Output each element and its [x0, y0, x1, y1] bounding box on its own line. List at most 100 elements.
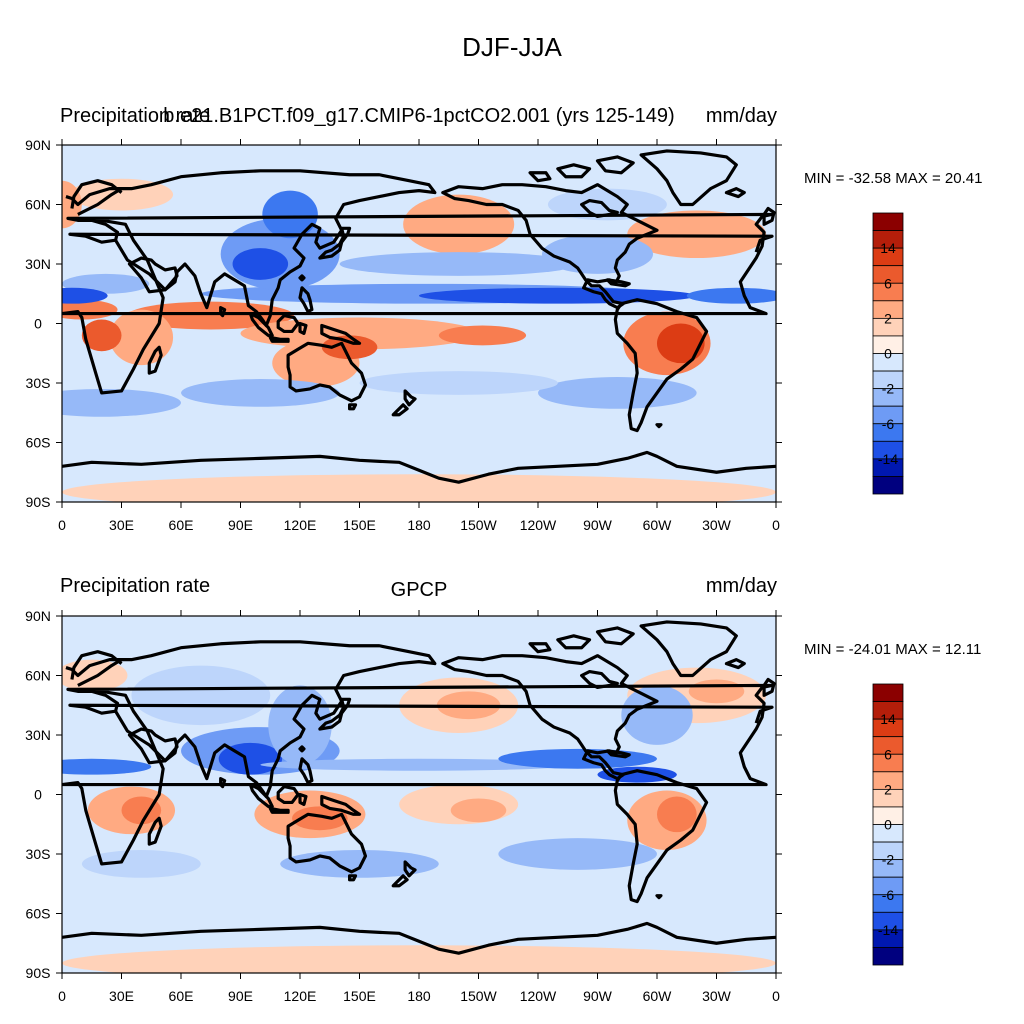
panel-case-label: b.e21.B1PCT.f09_g17.CMIP6-1pctCO2.001 (y… [163, 105, 674, 127]
field-contour-region [232, 248, 289, 280]
field-contour-region [498, 838, 657, 870]
lat-tick-label: 30N [25, 727, 51, 743]
panel-units-label: mm/day [706, 575, 777, 597]
lon-tick-label: 0 [772, 517, 780, 533]
field-contour-region [359, 371, 558, 395]
colorbar-label: 0 [884, 346, 892, 362]
lon-tick-label: 60W [643, 988, 673, 1004]
colorbar-label: -14 [878, 922, 898, 938]
colorbar-label: -6 [882, 416, 895, 432]
field-contour-region [181, 379, 340, 407]
colorbar-label: 14 [880, 711, 896, 727]
lon-tick-label: 180 [407, 517, 431, 533]
field-contour-region [280, 850, 439, 878]
colorbar-swatch [872, 947, 904, 966]
field-contour-region [450, 798, 507, 823]
colorbar-label: -6 [882, 887, 895, 903]
colorbar-label: 0 [884, 817, 892, 833]
lon-tick-label: 0 [58, 517, 66, 533]
field-contour-region [260, 758, 578, 771]
colorbar-label: 6 [884, 746, 892, 762]
lat-tick-label: 60S [26, 906, 51, 922]
lon-tick-label: 90E [228, 988, 253, 1004]
precipitation-contour-field [62, 616, 776, 973]
colorbar-label: 6 [884, 275, 892, 291]
field-contour-region [62, 287, 108, 304]
lon-tick-label: 30W [702, 517, 732, 533]
lat-tick-label: 90N [25, 608, 51, 624]
lon-tick-label: 90E [228, 517, 253, 533]
lat-tick-label: 90N [25, 137, 51, 153]
map-axes: 90N 60N 30N 0 30S 60S 90S 0 30E 60E 90E 120E 150E 180… [25, 608, 782, 1004]
field-contour-region [498, 748, 657, 769]
lon-tick-label: 30W [702, 988, 732, 1004]
lon-tick-label: 120E [284, 988, 317, 1004]
colorbar: 14 6 2 0 -2 -6 -14 [872, 683, 904, 966]
field-contour-region [547, 188, 667, 221]
field-contour-region [438, 325, 527, 346]
colorbar-label: 14 [880, 240, 896, 256]
lat-tick-label: 30S [26, 846, 51, 862]
map-axes: 90N 60N 30N 0 30S 60S 90S 0 30E 60E 90E 120E 150E 180… [25, 137, 782, 533]
panel-header: Precipitation rate GPCP mm/day [60, 575, 777, 601]
colorbar-swatch [872, 476, 904, 495]
colorbar-label: 2 [884, 310, 892, 326]
figure-title: DJF-JJA [462, 32, 562, 62]
min-max-label: MIN = -24.01 MAX = 12.11 [804, 641, 981, 658]
field-contour-region [541, 234, 654, 274]
field-contour-region [627, 210, 767, 259]
lon-tick-label: 180 [407, 988, 431, 1004]
lon-tick-label: 60E [169, 517, 194, 533]
lat-tick-label: 90S [26, 494, 51, 510]
lat-tick-label: 60S [26, 435, 51, 451]
lon-tick-label: 90W [583, 988, 613, 1004]
lat-tick-label: 90S [26, 965, 51, 981]
colorbar-label: -14 [878, 451, 898, 467]
lon-tick-label: 120W [520, 988, 557, 1004]
field-anomaly-regions [62, 659, 776, 973]
lon-tick-label: 150W [460, 517, 497, 533]
precipitation-contour-field [62, 145, 776, 502]
field-contour-region [339, 252, 578, 276]
lon-tick-label: 0 [772, 988, 780, 1004]
colorbar-label: 2 [884, 781, 892, 797]
field-contour-region [81, 850, 201, 878]
panel-variable-label: Precipitation rate [60, 575, 210, 597]
field-contour-region [688, 679, 745, 704]
lat-tick-label: 60N [25, 197, 51, 213]
panel-variable-label: Precipitation rate [60, 105, 210, 127]
lon-tick-label: 120W [520, 517, 557, 533]
field-contour-region [62, 388, 181, 417]
top-map-panel: Precipitation rate b.e21.B1PCT.f09_g17.C… [25, 105, 982, 533]
colorbar-swatch [872, 683, 904, 702]
panel-units-label: mm/day [706, 105, 777, 127]
min-max-label: MIN = -32.58 MAX = 20.41 [804, 170, 982, 187]
field-contour-region [121, 796, 162, 825]
field-contour-region [419, 287, 697, 304]
colorbar-label: -2 [882, 852, 895, 868]
field-contour-region [657, 796, 697, 833]
field-contour-region [621, 685, 693, 745]
field-anomaly-regions [62, 178, 776, 502]
lon-tick-label: 90W [583, 517, 613, 533]
field-contour-region [262, 190, 318, 239]
colorbar-label: -2 [882, 381, 895, 397]
field-contour-region [131, 665, 271, 726]
field-contour-region [686, 287, 776, 304]
field-contour-region [292, 806, 348, 831]
field-contour-region [538, 377, 697, 409]
panel-header: Precipitation rate b.e21.B1PCT.f09_g17.C… [60, 105, 777, 127]
lat-tick-label: 30N [25, 256, 51, 272]
field-contour-region [81, 319, 122, 352]
lat-tick-label: 60N [25, 668, 51, 684]
lon-tick-label: 150E [343, 517, 376, 533]
field-contour-region [321, 335, 378, 360]
field-contour-region [62, 474, 776, 502]
lon-tick-label: 120E [284, 517, 317, 533]
field-contour-region [403, 194, 515, 255]
lat-tick-label: 30S [26, 375, 51, 391]
lon-tick-label: 0 [58, 988, 66, 1004]
lon-tick-label: 30E [109, 988, 134, 1004]
field-contour-region [657, 323, 705, 364]
